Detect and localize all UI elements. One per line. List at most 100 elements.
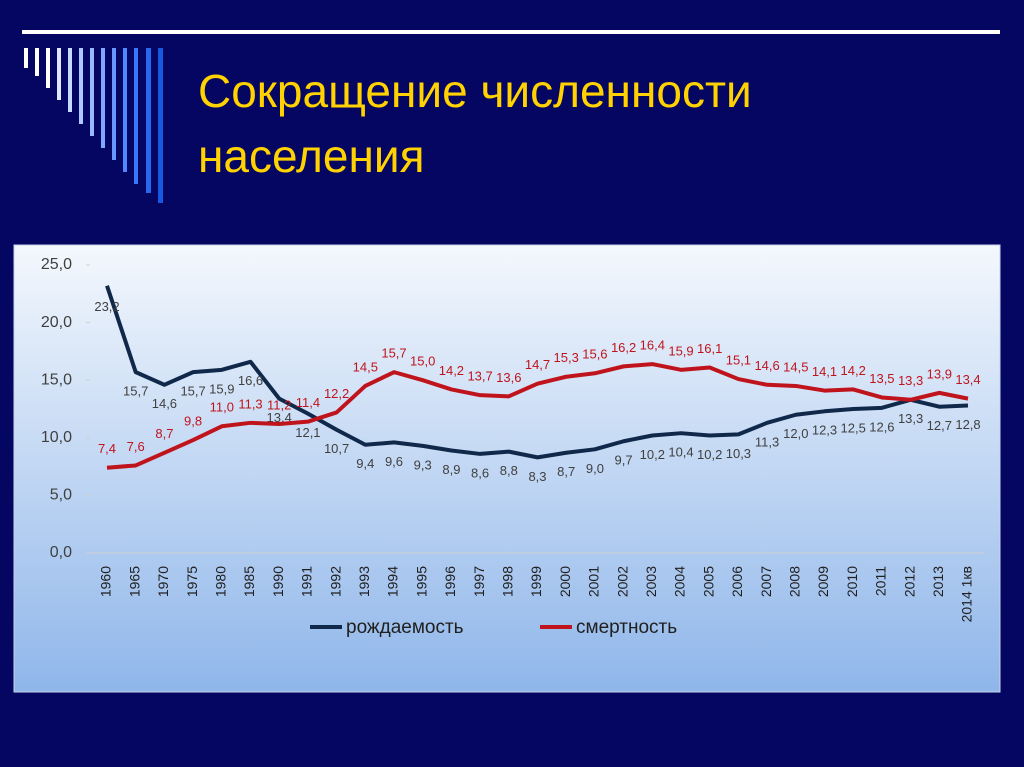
data-label: 14,2 [841,363,866,378]
x-tick-label: 2012 [901,566,917,597]
x-tick-label: 1994 [385,566,401,597]
x-tick-label: 2013 [930,566,946,597]
data-label: 13,4 [267,410,292,425]
data-label: 7,4 [98,441,116,456]
data-label: 12,0 [783,426,808,441]
x-tick-label: 1975 [184,566,200,597]
x-tick-label: 1990 [270,566,286,597]
data-label: 12,1 [295,425,320,440]
data-label: 9,7 [615,453,633,468]
data-label: 15,3 [554,350,579,365]
x-tick-label: 2007 [758,566,774,597]
data-label: 13,6 [496,370,521,385]
data-label: 10,4 [668,445,693,460]
data-label: 14,6 [152,396,177,411]
data-label: 13,4 [955,372,980,387]
data-label: 10,2 [640,447,665,462]
x-tick-label: 2005 [700,566,716,597]
x-tick-label: 2003 [643,566,659,597]
series-line [106,362,969,470]
data-label: 14,7 [525,357,550,372]
x-tick-label: 2004 [672,566,688,597]
data-label: 12,7 [927,418,952,433]
legend-label: смертность [576,617,677,638]
data-label: 10,7 [324,441,349,456]
data-label: 11,2 [267,397,291,412]
data-label: 13,9 [927,366,952,381]
x-tick-label: 1985 [241,566,257,597]
data-label: 9,0 [586,461,604,476]
data-label: 15,6 [582,347,607,362]
data-label: 14,2 [439,363,464,378]
x-tick-label: 1996 [442,566,458,597]
data-label: 15,7 [180,384,205,399]
y-tick-label: 10,0 [41,429,72,446]
data-label: 15,7 [381,346,406,361]
x-tick-label: 2008 [787,566,803,597]
data-label: 11,4 [296,395,320,410]
x-tick-label: 1965 [126,566,142,597]
x-tick-label: 1991 [299,566,315,597]
data-label: 15,9 [668,343,693,358]
y-tick-label: 5,0 [50,487,72,504]
x-tick-label: 1980 [213,566,229,597]
x-tick-label: 1960 [98,566,114,597]
title-line: населения [198,130,424,182]
data-label: 15,0 [410,354,435,369]
data-label: 8,3 [528,469,546,484]
data-label: 8,6 [471,465,489,480]
x-tick-label: 1992 [327,566,343,597]
x-tick-label: 1997 [471,566,487,597]
data-label: 8,9 [442,462,460,477]
data-label: 13,3 [898,373,923,388]
y-tick-label: 0,0 [50,544,72,561]
data-label: 8,7 [557,464,575,479]
x-tick-label: 1999 [528,566,544,597]
data-label: 15,9 [209,381,234,396]
data-label: 12,2 [324,386,349,401]
x-tick-label: 2006 [729,566,745,597]
x-tick-label: 1970 [155,566,171,597]
data-label: 9,4 [356,456,374,471]
data-label: 14,5 [353,359,378,374]
data-label: 15,7 [123,384,148,399]
data-label: 16,6 [238,373,263,388]
data-label: 13,5 [869,371,894,386]
data-label: 14,1 [812,364,837,379]
data-label: 9,6 [385,454,403,469]
data-label: 15,1 [726,352,751,367]
y-tick-label: 25,0 [41,256,72,273]
x-tick-label: 2002 [614,566,630,597]
x-tick-label: 2010 [844,566,860,597]
y-tick-label: 15,0 [41,371,72,388]
data-label: 14,5 [783,359,808,374]
data-label: 7,6 [127,439,145,454]
data-label: 16,1 [697,341,722,356]
x-tick-label: 2001 [586,566,602,597]
data-label: 13,7 [467,369,492,384]
x-tick-label: 1998 [500,566,516,597]
x-tick-label: 2014 1кв [959,566,975,622]
data-label: 12,5 [841,420,866,435]
y-tick-label: 20,0 [41,314,72,331]
decoration [24,48,163,203]
legend-label: рождаемость [346,617,464,638]
data-label: 11,3 [755,434,779,449]
data-label: 8,8 [500,463,518,478]
x-tick-label: 2000 [557,566,573,597]
data-label: 12,8 [955,417,980,432]
data-label: 16,4 [640,338,665,353]
data-label: 10,2 [697,447,722,462]
data-label: 10,3 [726,446,751,461]
x-tick-label: 1993 [356,566,372,597]
data-label: 8,7 [155,426,173,441]
data-label: 13,3 [898,411,923,426]
data-label: 9,8 [184,414,202,429]
series-line [105,285,969,460]
chart-panel [13,244,1001,693]
title-line: Сокращение численности [198,65,752,117]
data-label: 23,2 [94,299,119,314]
data-label: 12,6 [869,419,894,434]
